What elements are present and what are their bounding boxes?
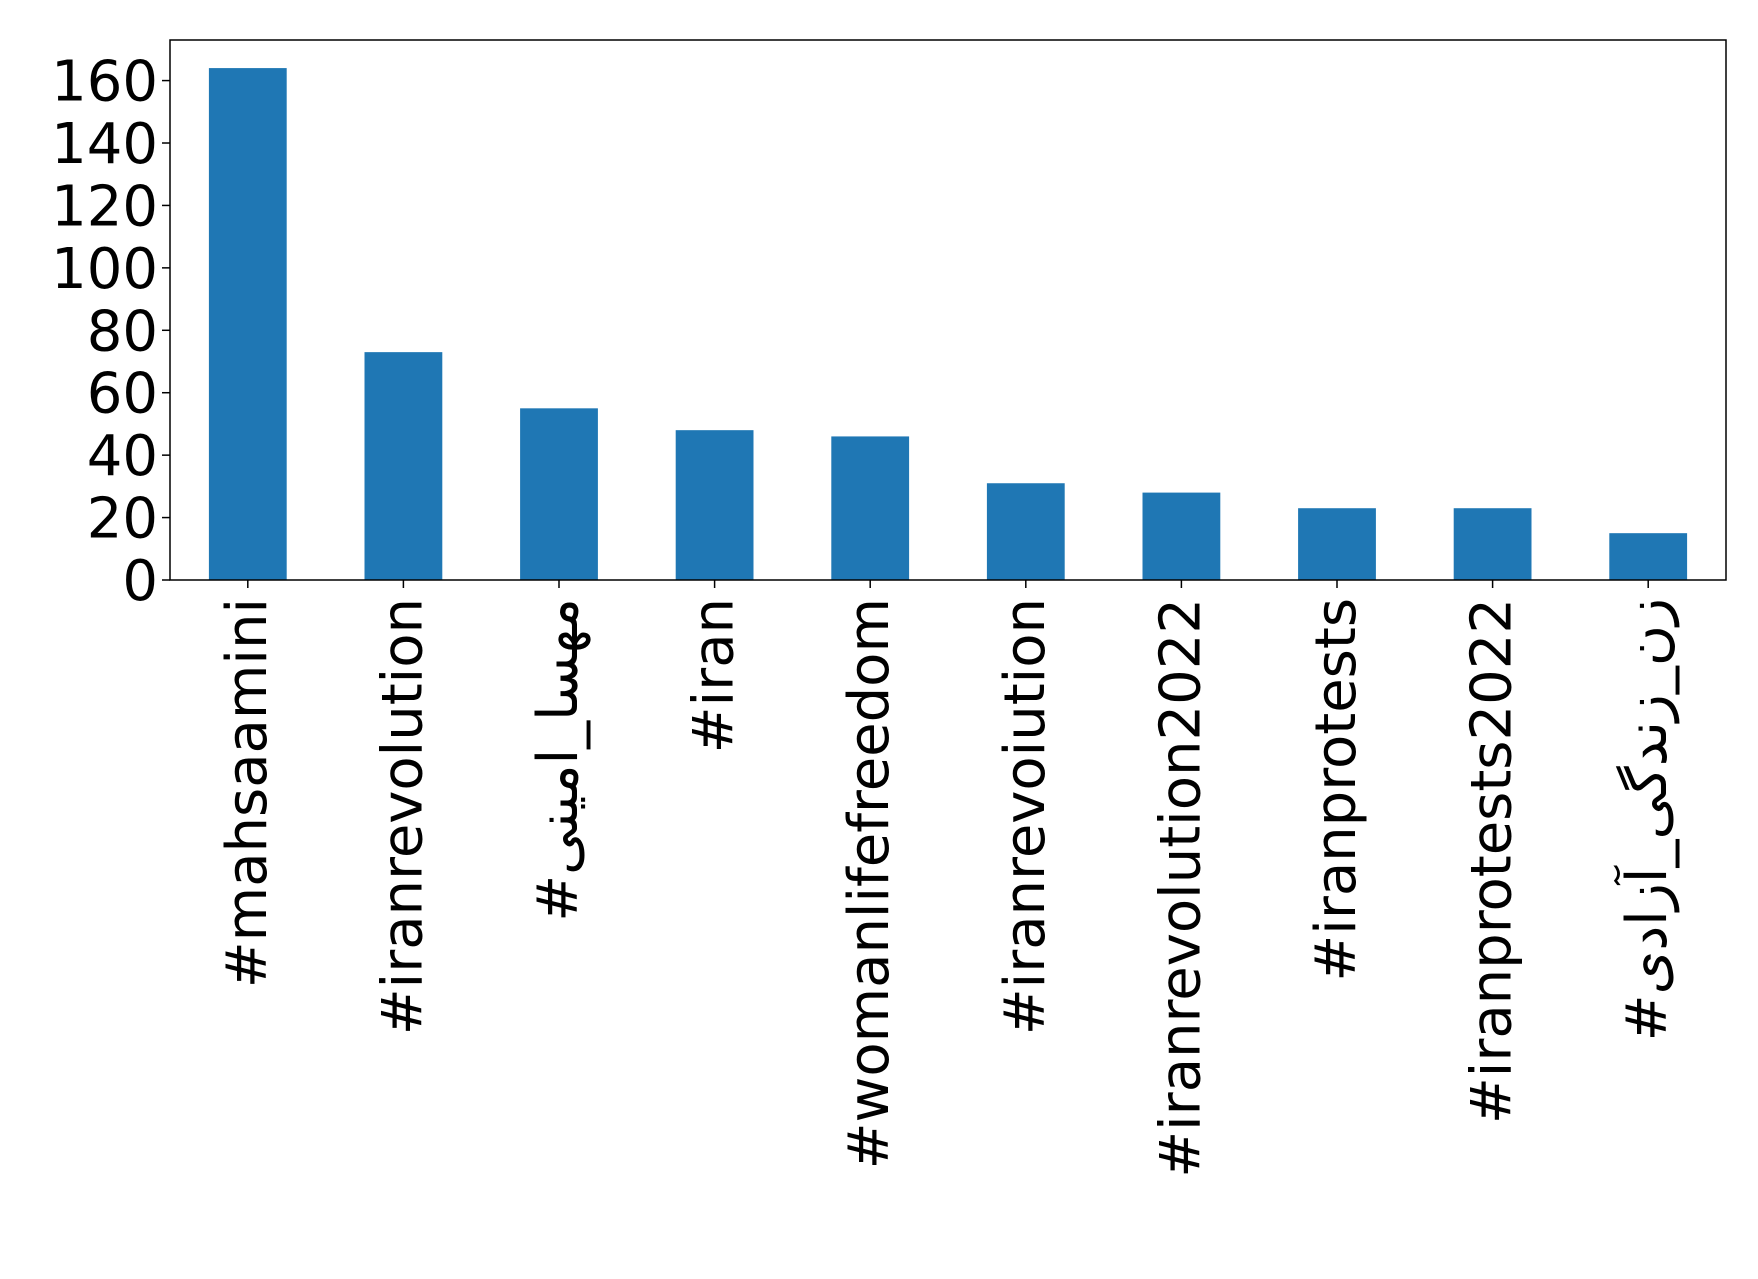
x-tick-label: #mahsaamini: [215, 598, 280, 988]
x-tick-label: #زن_زندگی_آزادی: [1613, 598, 1680, 1041]
y-tick-label: 80: [87, 299, 158, 364]
bar: [364, 352, 443, 580]
x-tick-label: #womanlifefreedom: [837, 598, 902, 1169]
bar: [1298, 508, 1376, 580]
y-tick-label: 40: [87, 424, 158, 489]
bar: [675, 430, 754, 580]
y-tick-label: 60: [87, 362, 158, 427]
bar: [986, 483, 1065, 580]
bar: [1142, 492, 1221, 580]
y-tick-label: 100: [51, 237, 158, 302]
y-tick-label: 160: [51, 50, 158, 115]
x-tick-label: #مهسا_امینی: [526, 598, 591, 922]
bar: [520, 408, 598, 580]
y-tick-label: 0: [122, 549, 158, 614]
bar: [831, 436, 910, 580]
x-tick-label: #iranrevoiution: [993, 598, 1058, 1035]
x-tick-label: #iranprotests: [1304, 598, 1369, 982]
bar: [1609, 533, 1688, 580]
x-tick-label: #iranrevolution2022: [1148, 598, 1213, 1178]
x-axis: #mahsaamini #iranrevolution #مهسا_امینی #ir…: [215, 580, 1680, 1178]
bar: [208, 68, 287, 580]
x-tick-label: #iranprotests2022: [1460, 598, 1525, 1124]
y-tick-label: 120: [51, 174, 158, 239]
bar: [1453, 508, 1532, 580]
plot-frame: [169, 39, 1727, 581]
y-tick-label: 20: [87, 487, 158, 552]
x-tick-label: #iranrevolution: [370, 598, 435, 1035]
y-tick-label: 140: [51, 112, 158, 177]
bars-layer: [208, 68, 1688, 580]
x-tick-label: #iran: [682, 598, 747, 753]
